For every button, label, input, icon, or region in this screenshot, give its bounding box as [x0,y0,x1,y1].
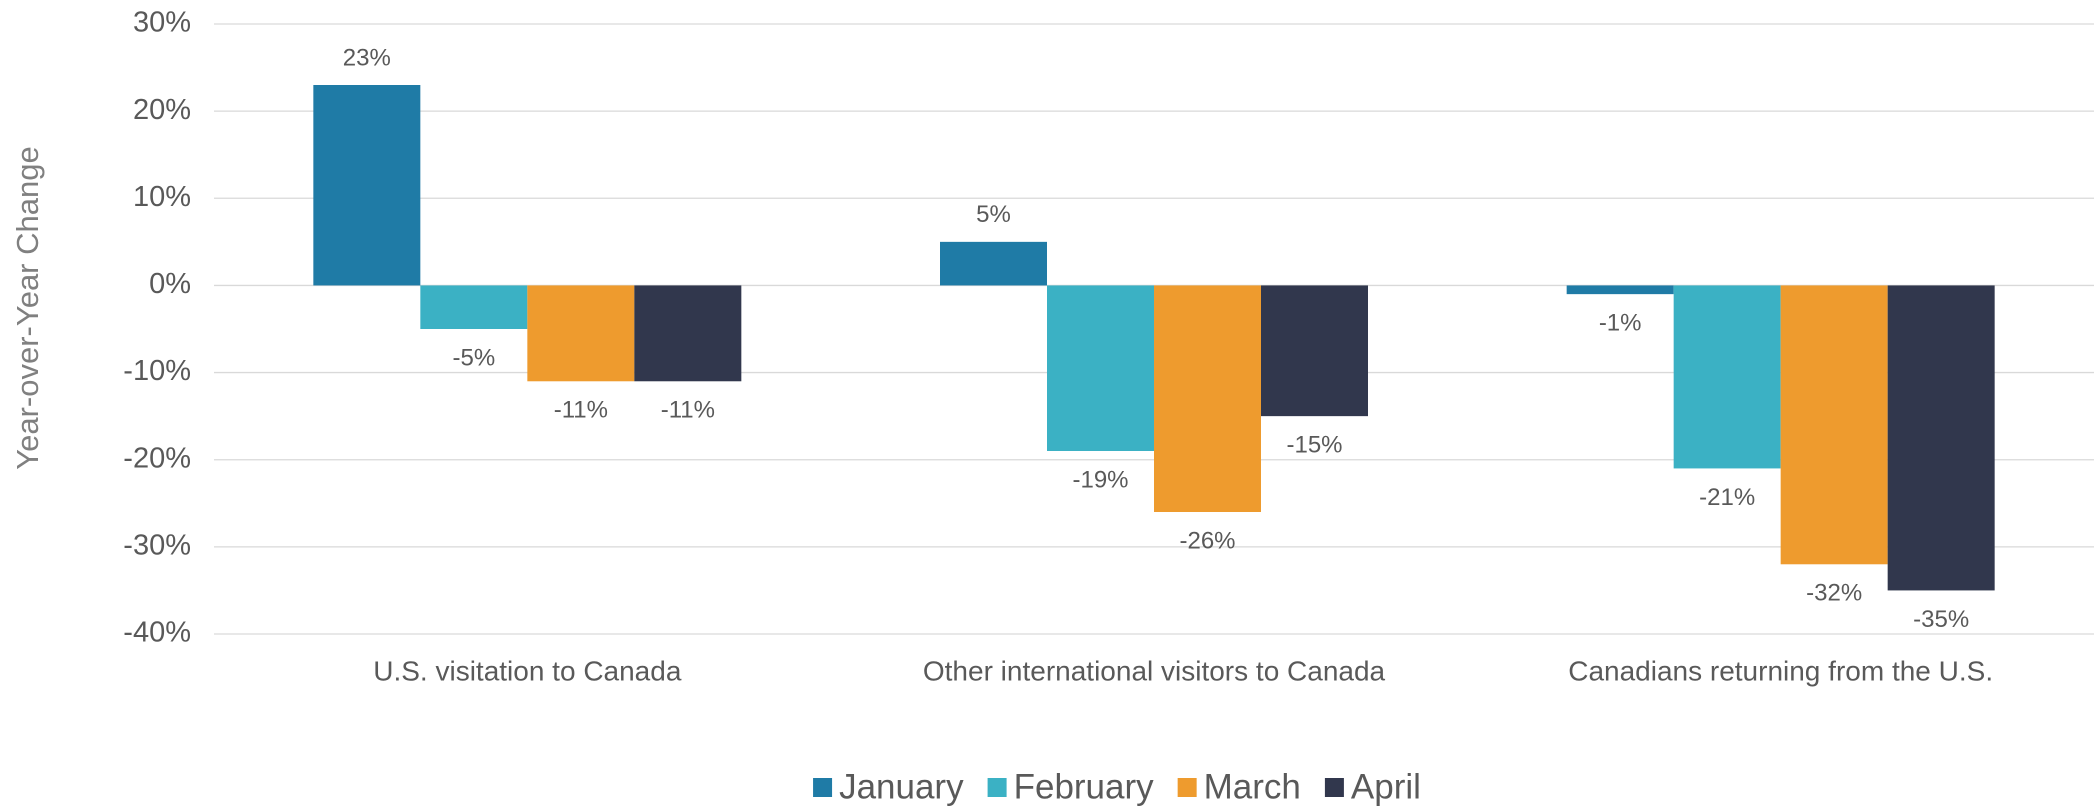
legend-label: January [839,767,964,806]
bar [313,85,421,286]
bar [1566,285,1674,295]
data-label: -32% [1806,580,1862,607]
legend-label: March [1204,767,1301,806]
bar [420,285,528,329]
legend-label: February [1014,767,1155,806]
legend-swatch [1324,778,1344,797]
bar [1047,285,1154,451]
y-tick-label: -30% [123,530,191,562]
legend-swatch [987,778,1007,797]
bar [1780,285,1888,565]
y-tick-label: 20% [133,94,191,126]
data-label: -1% [1599,309,1642,336]
y-tick-label: 30% [133,7,191,39]
y-tick-label: -10% [123,355,191,387]
legend-label: April [1351,767,1421,806]
bar [1261,285,1368,417]
y-tick-label: 0% [149,268,191,300]
data-label: -35% [1913,606,1969,633]
x-tick-label: U.S. visitation to Canada [373,655,682,686]
y-axis-title: Year-over-Year Change [10,146,45,469]
data-label: -5% [452,344,495,371]
legend-swatch [813,778,833,797]
data-label: 23% [343,44,391,71]
y-tick-label: 10% [133,181,191,213]
y-tick-label: -40% [123,617,191,649]
bar [1154,285,1261,512]
bar [527,285,635,382]
data-label: -11% [554,397,608,424]
bar [1673,285,1781,469]
data-label: -21% [1699,484,1755,511]
data-label: -19% [1072,466,1128,493]
bar [1887,285,1995,591]
data-label: 5% [976,201,1011,228]
y-tick-label: -20% [123,442,191,474]
data-label: -15% [1286,431,1342,458]
data-label: -26% [1179,527,1235,554]
bar [940,241,1047,286]
legend-swatch [1177,778,1197,797]
data-label: -11% [661,397,715,424]
x-tick-label: Canadians returning from the U.S. [1568,655,1993,686]
x-tick-label: Other international visitors to Canada [923,655,1386,686]
bar [634,285,742,382]
